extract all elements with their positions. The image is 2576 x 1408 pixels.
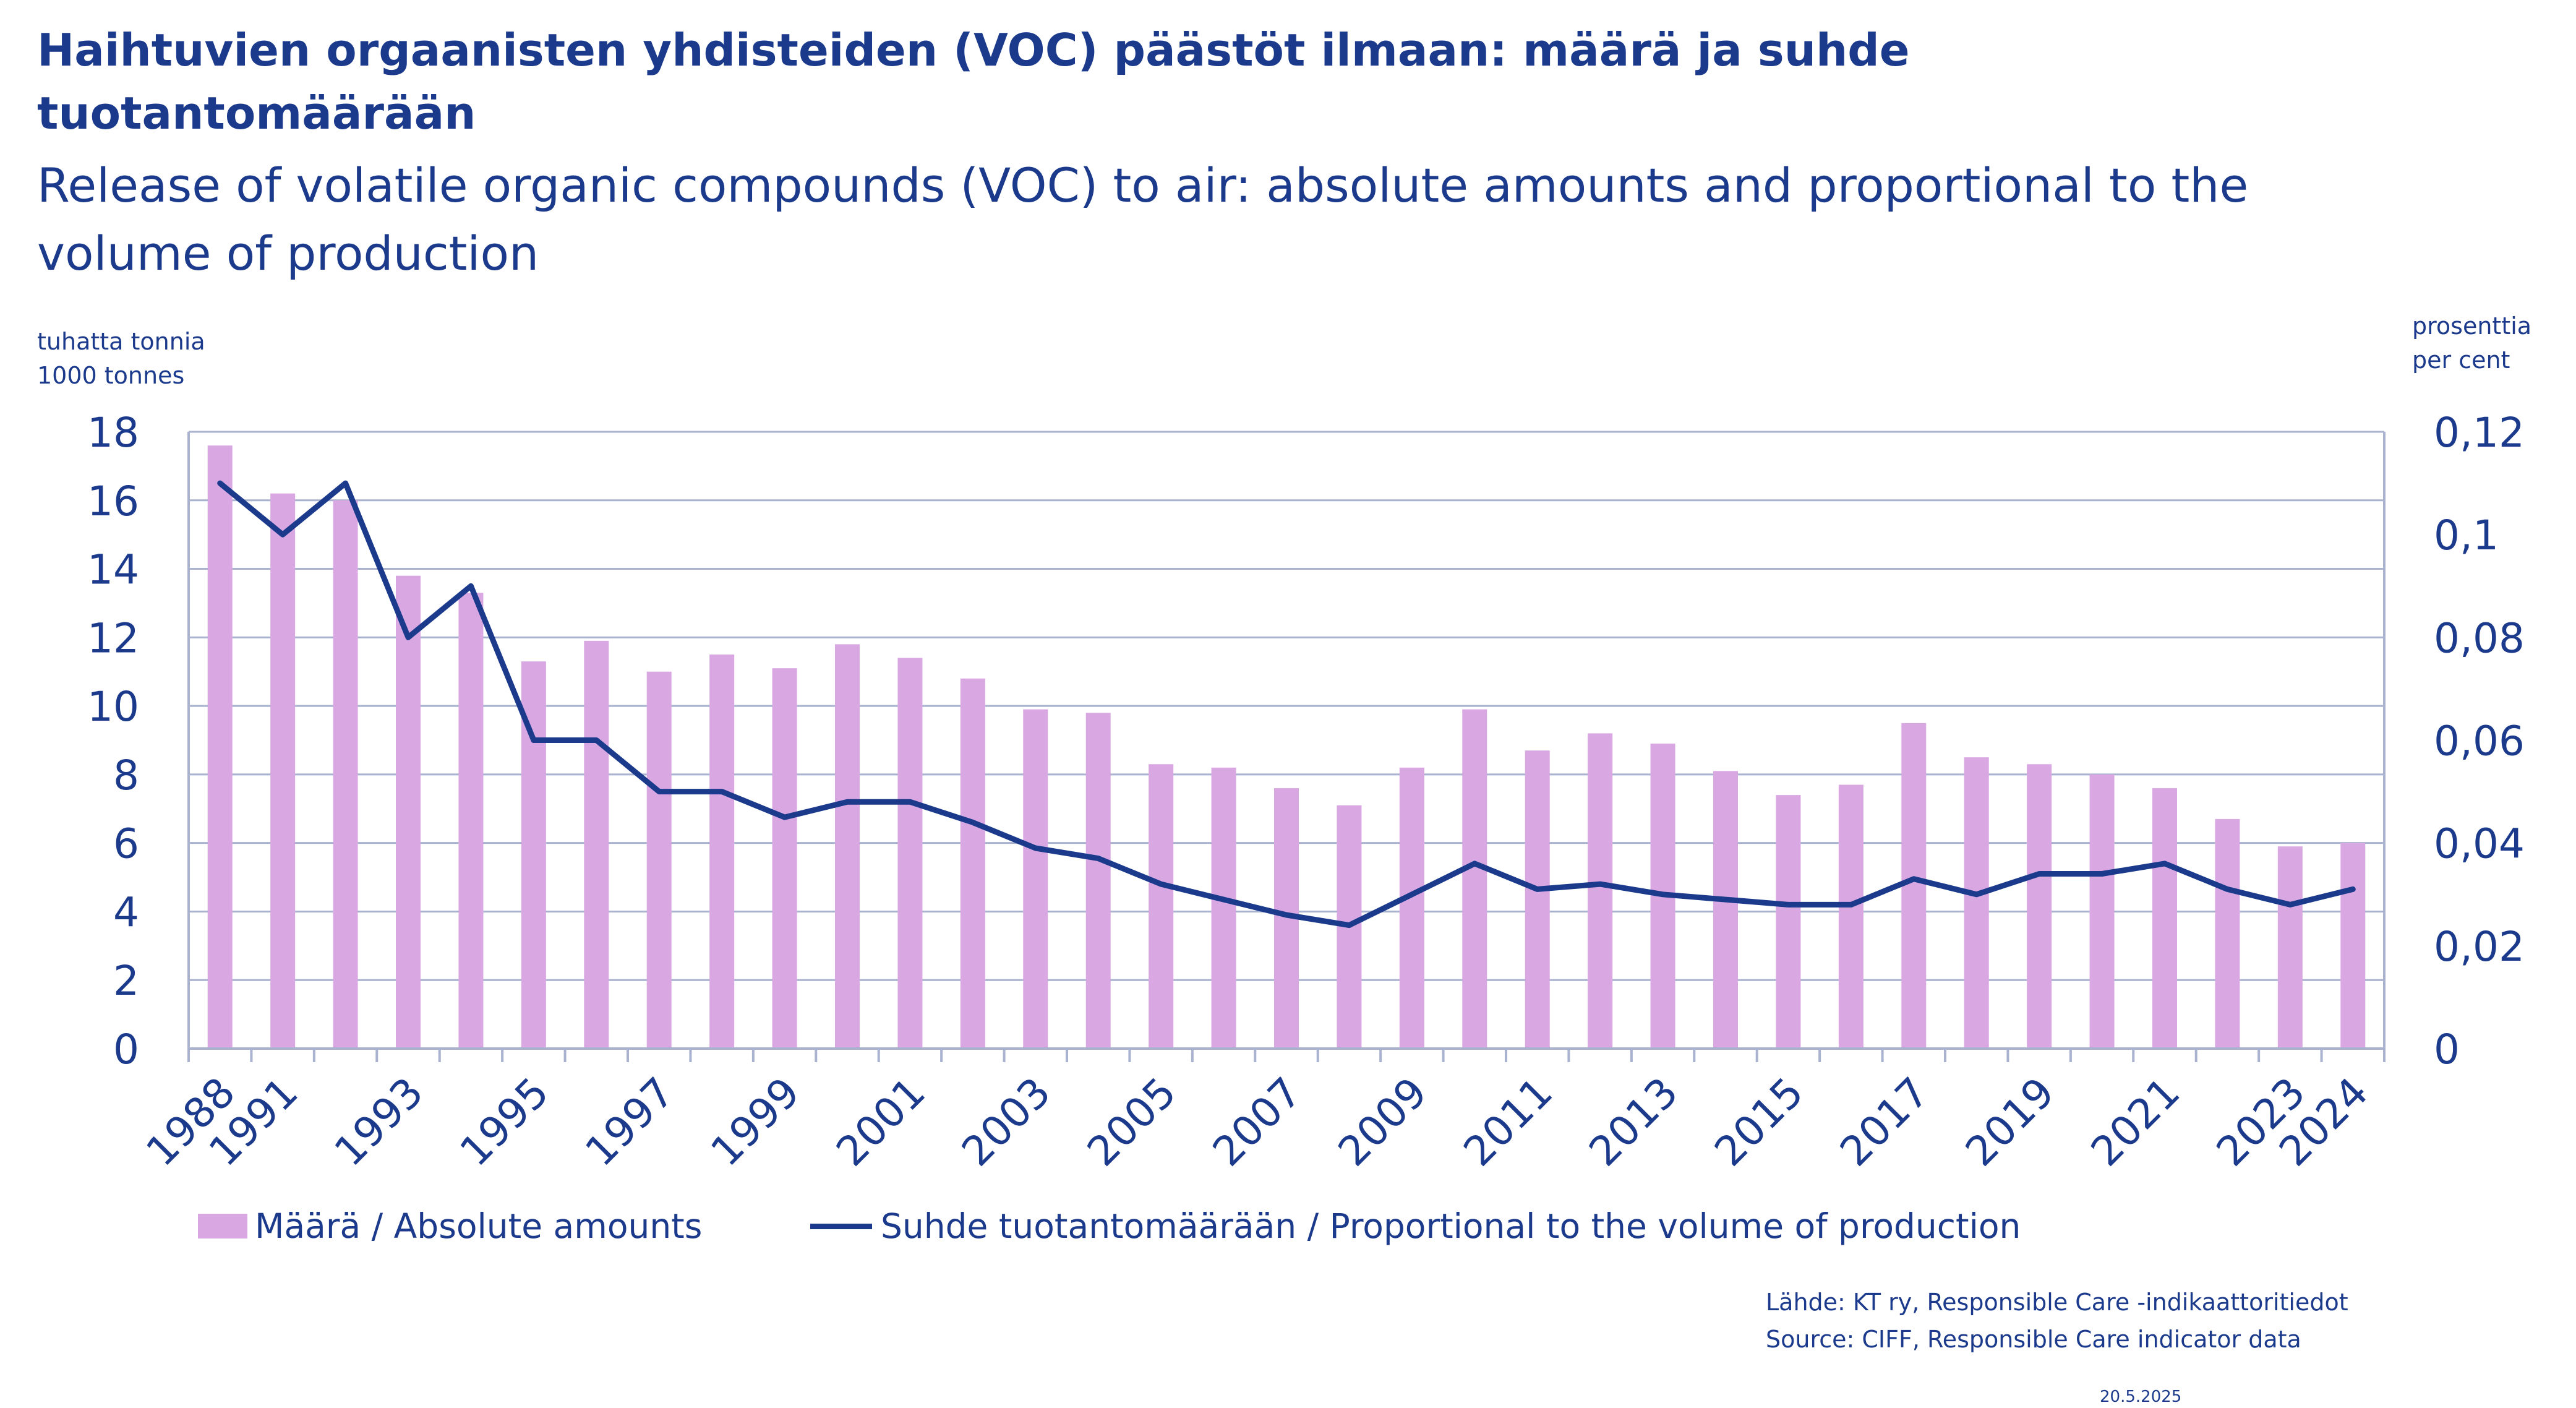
bar xyxy=(270,493,296,1049)
y-left-tick-label: 14 xyxy=(87,546,139,594)
bar xyxy=(396,575,421,1049)
bar xyxy=(1462,709,1487,1049)
y-right-tick-label: 0,1 xyxy=(2434,512,2499,559)
y-left-tick-label: 16 xyxy=(87,478,139,525)
chart-title-en: Release of volatile organic compounds (V… xyxy=(37,158,2249,281)
bar xyxy=(835,644,860,1049)
right-axis-unit-en: per cent xyxy=(2412,346,2510,374)
x-tick-label: 2005 xyxy=(1078,1068,1185,1175)
left-axis-unit: tuhatta tonnia 1000 tonnes xyxy=(37,325,205,393)
bar xyxy=(2215,818,2240,1049)
y-right-tick-label: 0 xyxy=(2434,1026,2460,1073)
left-axis-unit-fi: tuhatta tonnia xyxy=(37,328,205,355)
right-axis-unit: prosenttia per cent xyxy=(2412,309,2531,377)
bar xyxy=(1838,784,1864,1049)
bar xyxy=(1023,709,1048,1049)
bar xyxy=(1085,713,1111,1049)
bar xyxy=(1901,723,1927,1049)
y-right-tick-label: 0,08 xyxy=(2434,614,2525,662)
y-left-tick-label: 10 xyxy=(87,683,139,731)
x-tick-label: 2019 xyxy=(1956,1068,2063,1175)
x-tick-label: 1993 xyxy=(325,1068,432,1175)
y-right-tick-label: 0,02 xyxy=(2434,923,2525,971)
x-tick-label: 2007 xyxy=(1204,1068,1311,1175)
bar xyxy=(772,668,797,1049)
bar xyxy=(1588,733,1613,1049)
bar xyxy=(1964,757,1989,1049)
bar xyxy=(584,640,609,1049)
left-axis-unit-en: 1000 tonnes xyxy=(37,362,185,389)
x-tick-label: 2021 xyxy=(2082,1068,2189,1175)
y-left-tick-label: 12 xyxy=(87,614,139,662)
bar xyxy=(207,445,233,1049)
bar xyxy=(1713,771,1738,1049)
x-tick-label: 1995 xyxy=(451,1068,558,1175)
y-right-tick-label: 0,12 xyxy=(2434,409,2525,457)
bar xyxy=(2152,788,2177,1049)
legend-item-line: Suhde tuotantomäärään / Proportional to … xyxy=(810,1206,2021,1246)
x-tick-label: 2001 xyxy=(828,1068,935,1175)
y-left-tick-label: 0 xyxy=(113,1026,139,1073)
legend-label-line: Suhde tuotantomäärään / Proportional to … xyxy=(881,1206,2021,1246)
legend-swatch-bars xyxy=(198,1214,247,1238)
bar xyxy=(2340,843,2366,1049)
y-left-tick-label: 8 xyxy=(113,752,139,799)
x-tick-label: 1999 xyxy=(702,1068,809,1175)
x-tick-label: 2009 xyxy=(1329,1068,1436,1175)
x-tick-label: 1997 xyxy=(576,1068,683,1175)
source-note: Lähde: KT ry, Responsible Care -indikaat… xyxy=(1766,1284,2348,1358)
bar xyxy=(333,500,358,1049)
x-tick-label: 2003 xyxy=(952,1068,1059,1175)
bar xyxy=(2277,846,2303,1049)
bar xyxy=(960,678,985,1049)
bar xyxy=(2089,774,2115,1049)
bar xyxy=(1399,767,1424,1049)
y-left-tick-label: 6 xyxy=(113,820,139,868)
x-tick-label: 2011 xyxy=(1455,1068,1562,1175)
right-axis-unit-fi: prosenttia xyxy=(2412,312,2532,340)
y-right-tick-label: 0,06 xyxy=(2434,718,2525,765)
bar xyxy=(1149,764,1174,1049)
y-left-tick-label: 18 xyxy=(87,409,139,457)
chart-title-fi: Haihtuvien orgaanisten yhdisteiden (VOC)… xyxy=(37,24,1910,139)
bar xyxy=(709,655,735,1049)
bar xyxy=(458,593,484,1049)
source-fi: Lähde: KT ry, Responsible Care -indikaat… xyxy=(1766,1289,2348,1316)
source-en: Source: CIFF, Responsible Care indicator… xyxy=(1766,1326,2301,1353)
bar xyxy=(646,671,672,1049)
y-left-tick-label: 4 xyxy=(113,888,139,936)
x-tick-label: 2017 xyxy=(1831,1068,1938,1175)
y-left-tick-label: 2 xyxy=(113,957,139,1005)
bar xyxy=(897,658,923,1049)
bar xyxy=(1776,795,1801,1049)
legend-swatch-line xyxy=(810,1223,872,1229)
y-right-tick-label: 0,04 xyxy=(2434,820,2525,868)
bar xyxy=(1525,750,1550,1049)
date-stamp: 20.5.2025 xyxy=(2100,1388,2182,1406)
x-tick-label: 2013 xyxy=(1580,1068,1687,1175)
bar xyxy=(1211,767,1236,1049)
x-tick-label: 2015 xyxy=(1706,1068,1813,1175)
ratio-line xyxy=(217,480,2356,929)
legend-label-bars: Määrä / Absolute amounts xyxy=(255,1206,703,1246)
bar xyxy=(2027,764,2052,1049)
legend-item-bars: Määrä / Absolute amounts xyxy=(198,1206,702,1246)
